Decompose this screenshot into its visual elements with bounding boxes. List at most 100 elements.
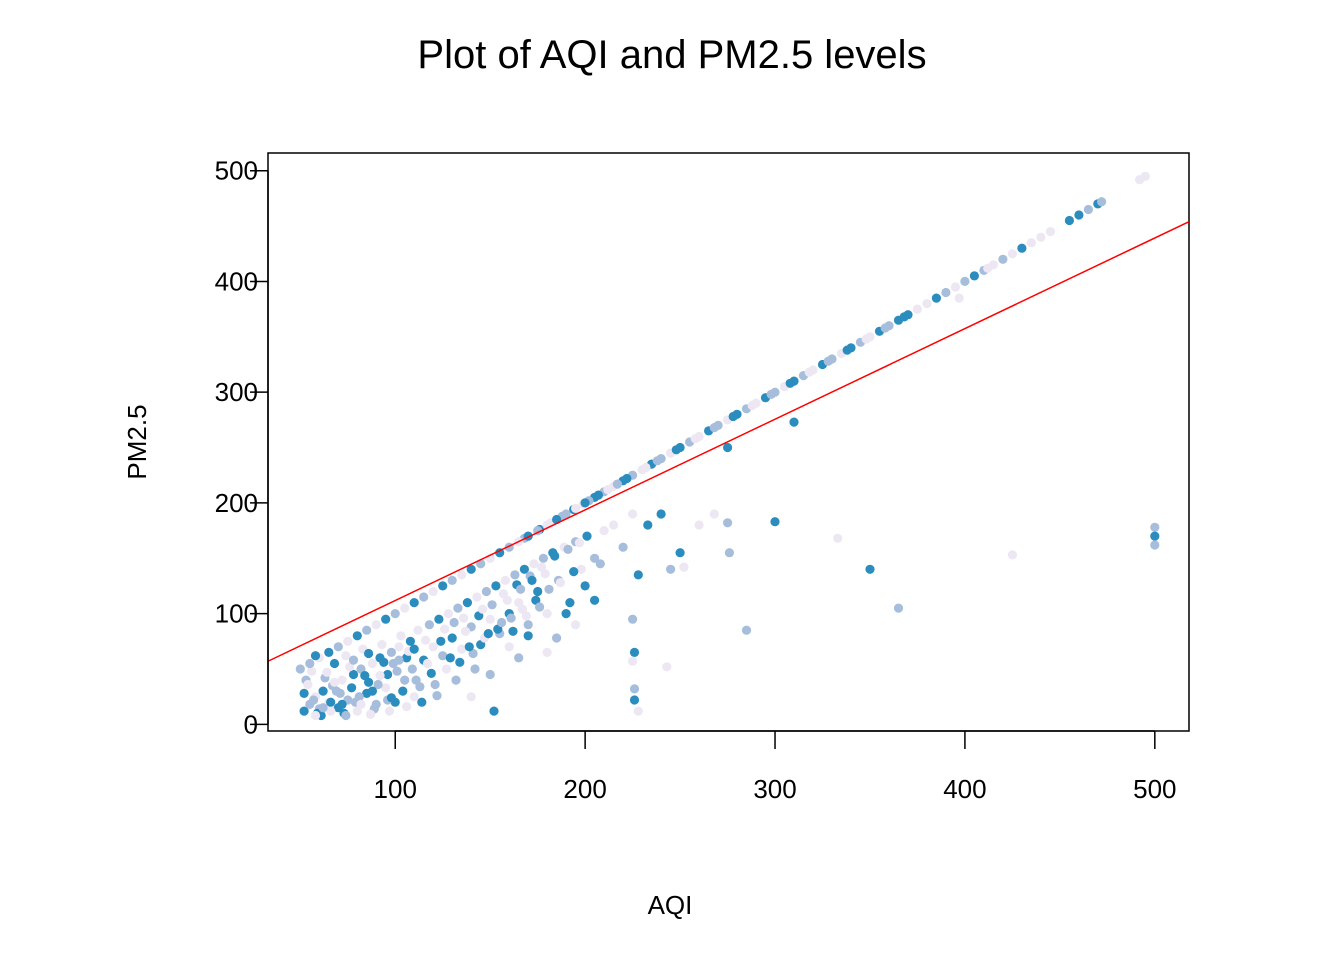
data-point [470,664,480,674]
data-point [500,575,510,586]
data-point [413,625,423,635]
data-point [489,706,499,716]
y-tick-label: 100 [215,599,258,629]
data-point [580,498,590,508]
data-point [443,609,453,619]
data-point [1045,227,1055,237]
data-point [485,669,495,680]
data-point [576,564,586,574]
data-point [529,559,539,569]
data-point [561,609,571,619]
data-point [823,356,833,366]
y-tick-label: 500 [215,156,258,186]
x-tick-label: 200 [563,774,606,804]
data-point [421,635,431,645]
data-point [451,675,461,685]
data-point [516,584,526,594]
data-point [428,586,438,597]
data-point [922,299,932,309]
data-point [629,647,640,658]
data-point [424,620,434,630]
y-tick-label: 0 [244,709,258,739]
data-point [785,378,795,388]
data-point [455,657,465,667]
data-point [396,631,406,641]
data-point [386,693,396,703]
data-point [1074,210,1084,220]
data-point [590,553,600,563]
data-point [954,293,964,303]
data-point [354,692,364,702]
data-point [329,658,340,669]
data-point [352,631,362,641]
data-point [485,614,495,624]
x-tick-label: 100 [374,774,417,804]
data-point [628,614,638,624]
data-point [544,584,554,594]
x-tick-label: 500 [1133,774,1176,804]
data-point [747,400,757,411]
data-point [590,595,600,605]
data-point [419,592,429,602]
data-point [741,625,752,635]
data-point [348,655,359,665]
data-point [356,699,366,710]
data-point [326,706,336,716]
trend-line [267,220,1190,662]
data-point [381,614,391,624]
data-point [445,653,455,663]
data-point [384,706,395,716]
data-point [367,686,377,696]
data-point [318,703,328,713]
data-point [497,617,507,628]
data-point [379,657,389,667]
data-point [318,686,328,696]
data-point [436,636,446,646]
data-point [1083,204,1093,215]
data-point [398,686,408,696]
data-point [893,603,904,613]
y-tick-label: 200 [215,488,258,518]
data-point [478,604,488,614]
data-point [409,644,419,654]
data-point [422,658,433,669]
data-point [770,517,780,527]
data-point [390,609,400,619]
data-point [998,254,1008,264]
data-point [842,345,852,355]
data-point [666,564,676,574]
data-point [519,564,530,574]
data-point [612,479,623,489]
data-point [400,675,410,685]
data-point [322,667,332,677]
data-point [563,544,573,555]
x-axis: 100 200 300 400 500 [374,730,1177,804]
data-point [381,683,391,693]
data-point [394,655,404,665]
data-point [432,691,442,701]
data-point [341,710,351,721]
data-point [941,287,951,298]
data-point [580,581,590,591]
data-point [1150,522,1160,532]
data-point [430,679,440,690]
data-point [709,509,719,519]
data-point [438,581,448,591]
data-point [299,706,309,716]
data-point [1036,232,1046,242]
data-point [521,611,531,621]
data-point [728,411,738,422]
data-point [723,442,733,453]
data-point [331,686,341,696]
data-point [552,633,562,643]
data-point [375,671,385,681]
data-point [865,564,875,574]
data-point [449,617,459,628]
data-point [931,293,942,303]
data-point [365,709,376,720]
data-point [629,695,640,705]
data-point [514,653,524,663]
data-point [460,626,471,636]
data-point [571,620,581,630]
